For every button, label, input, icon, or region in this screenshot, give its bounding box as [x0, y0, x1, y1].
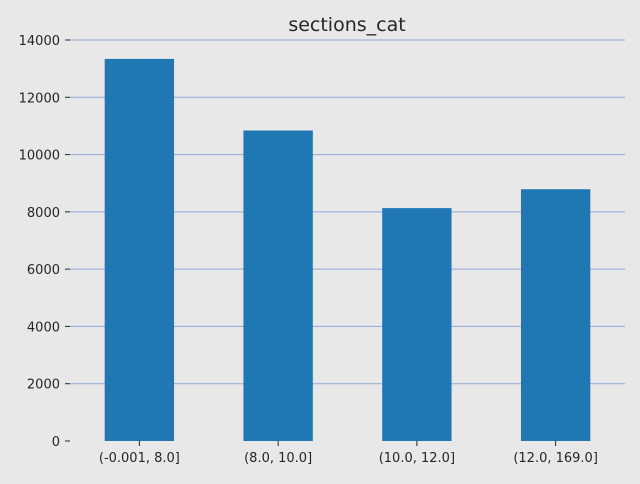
- bar: [520, 189, 591, 441]
- y-tick-label: 4000: [27, 320, 60, 335]
- bar: [243, 130, 313, 442]
- x-axis: (-0.001, 8.0] (8.0, 10.0] (10.0, 12.0] (12.…: [99, 441, 598, 466]
- x-tick-label: (8.0, 10.0]: [244, 451, 312, 466]
- x-tick-label: (-0.001, 8.0]: [99, 451, 180, 466]
- x-tick-label: (10.0, 12.0]: [379, 451, 455, 466]
- chart-title: sections_cat: [288, 14, 405, 36]
- bar: [104, 58, 175, 441]
- x-tick-label: (12.0, 169.0]: [513, 451, 598, 466]
- y-tick-label: 2000: [27, 378, 60, 393]
- y-axis: 0 2000 4000 6000 8000 10000 12000 14000: [19, 34, 70, 450]
- y-tick-label: 10000: [19, 149, 60, 164]
- y-tick-label: 0: [52, 435, 60, 450]
- y-tick-label: 14000: [19, 34, 60, 49]
- bar: [382, 208, 452, 441]
- bars: [104, 58, 591, 442]
- y-tick-label: 8000: [27, 206, 60, 221]
- y-tick-label: 6000: [27, 263, 60, 278]
- y-tick-label: 12000: [19, 91, 60, 106]
